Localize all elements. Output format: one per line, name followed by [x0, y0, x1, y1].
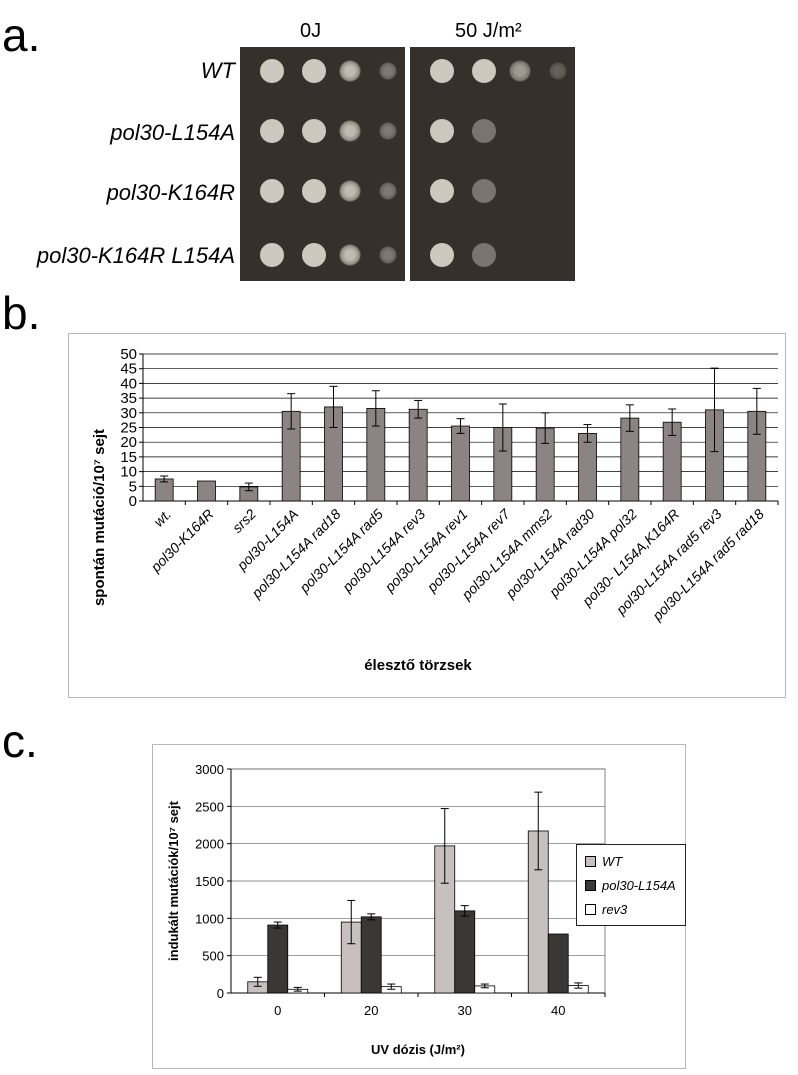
strain-label-wt: WT: [200, 58, 235, 83]
colony-spot: [339, 244, 361, 266]
bar-pol30-l154a-30: [454, 910, 476, 994]
y-tick-label: 30: [120, 405, 137, 422]
colony-spot: [430, 243, 454, 267]
colony-spot: [260, 179, 284, 203]
legend-item-wt: WT: [585, 849, 677, 873]
y-tick-label: 25: [120, 420, 137, 437]
colony-spot: [339, 120, 361, 142]
y-tick-label: 0: [217, 986, 224, 1001]
colony-spot: [472, 59, 496, 83]
plate-0j: [240, 47, 405, 281]
colony-spot: [302, 243, 326, 267]
y-tick-label: 20: [120, 434, 137, 451]
colony-spot: [379, 182, 397, 200]
colony-spot: [472, 243, 496, 267]
colony-spot: [472, 179, 496, 203]
y-tick-label: 35: [120, 390, 137, 407]
y-tick-label: 5: [129, 478, 137, 495]
y-axis-label: spontán mutáció/10⁷ sejt: [91, 429, 108, 606]
colony-spot: [260, 59, 284, 83]
chart-c-legend: WT pol30-L154A rev3: [576, 844, 686, 926]
colony-spot: [430, 119, 454, 143]
colony-spot: [549, 62, 567, 80]
y-tick-label: 40: [120, 375, 137, 392]
panel-letter-a: a.: [2, 9, 41, 61]
colony-spot: [339, 180, 361, 202]
legend-item-rev3: rev3: [585, 897, 677, 921]
colony-spot: [430, 179, 454, 203]
colony-spot: [379, 246, 397, 264]
y-tick-label: 15: [120, 449, 137, 466]
x-tick-label-0: 0: [274, 1003, 281, 1018]
colony-spot: [260, 119, 284, 143]
x-tick-label-30: 30: [458, 1003, 472, 1018]
legend-swatch-rev3: [585, 903, 596, 915]
y-tick-label: 45: [120, 361, 137, 378]
plate-label-0j: 0J: [300, 20, 322, 42]
y-axis-label: indukált mutációk/10⁷ sejt: [166, 800, 181, 961]
x-axis-label: UV dózis (J/m²): [371, 1042, 465, 1057]
y-tick-label: 1000: [195, 911, 224, 926]
plate-label-50j: 50 J/m²: [455, 20, 522, 42]
x-axis-label: élesztő törzsek: [364, 657, 472, 674]
x-tick-label-40: 40: [551, 1003, 565, 1018]
legend-label-pol30-l154a: pol30-L154A: [602, 877, 676, 893]
strain-label-pol30-k164r: pol30-K164R: [106, 180, 235, 205]
chart-b-frame: [68, 333, 786, 698]
colony-spot: [302, 119, 326, 143]
panel-letter-c: c.: [2, 715, 38, 767]
panel-letter-b: b.: [2, 287, 41, 339]
legend-item-pol30-l154a: pol30-L154A: [585, 873, 677, 897]
bar-pol30-l154a-20: [360, 916, 382, 994]
colony-spot: [509, 60, 531, 82]
y-tick-label: 1500: [195, 874, 224, 889]
plate-50j: [410, 47, 575, 281]
bar-pol30-k164r: [197, 480, 216, 502]
y-tick-label: 10: [120, 464, 137, 481]
strain-label-pol30-k164r-l154a: pol30-K164R L154A: [36, 243, 235, 268]
y-tick-label: 2500: [195, 799, 224, 814]
legend-label-rev3: rev3: [602, 901, 628, 917]
legend-swatch-pol30-l154a: [585, 879, 596, 891]
x-tick-label-20: 20: [364, 1003, 378, 1018]
colony-spot: [379, 122, 397, 140]
bar-pol30-l154a-40: [547, 933, 569, 994]
colony-spot: [379, 62, 397, 80]
legend-label-wt: WT: [602, 853, 623, 869]
bar-pol30-l154a-0: [267, 924, 289, 994]
y-tick-label: 2000: [195, 837, 224, 852]
colony-spot: [302, 179, 326, 203]
strain-label-pol30-l154a: pol30-L154A: [110, 120, 235, 145]
y-tick-label: 0: [129, 493, 137, 510]
colony-spot: [339, 60, 361, 82]
colony-spot: [260, 243, 284, 267]
y-tick-label: 50: [120, 346, 137, 363]
colony-spot: [302, 59, 326, 83]
colony-spot: [430, 59, 454, 83]
y-tick-label: 500: [202, 949, 224, 964]
legend-swatch-wt: [585, 855, 596, 867]
y-tick-label: 3000: [195, 762, 224, 777]
colony-spot: [472, 119, 496, 143]
